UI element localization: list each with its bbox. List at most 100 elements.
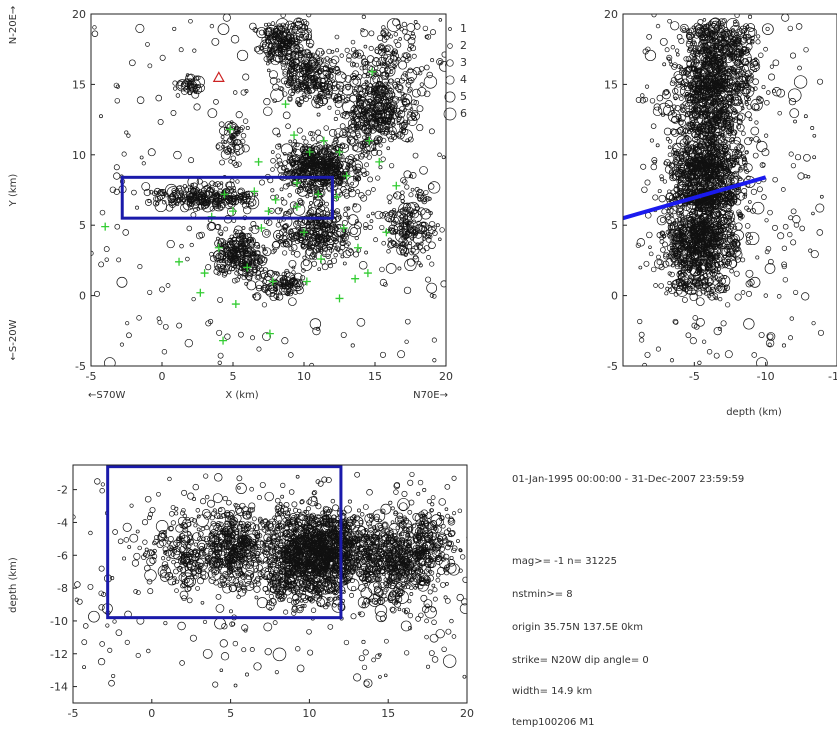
event-circle — [401, 206, 407, 212]
event-circle — [745, 88, 751, 94]
event-circle — [669, 128, 677, 136]
event-circle — [282, 71, 288, 77]
event-circle — [413, 99, 420, 106]
event-circle — [231, 185, 236, 191]
event-circle — [689, 94, 697, 101]
event-circle — [368, 45, 374, 52]
event-circle — [343, 192, 350, 199]
event-circle — [414, 224, 423, 233]
event-circle — [319, 77, 326, 84]
event-circle — [175, 93, 181, 98]
y-tick-label: 5 — [79, 219, 86, 232]
event-circle — [224, 333, 231, 340]
event-circle — [716, 45, 727, 56]
station-cross — [335, 147, 344, 156]
event-circle — [390, 107, 397, 114]
event-circle — [321, 250, 327, 256]
event-circle — [403, 108, 407, 112]
event-circle — [358, 192, 365, 199]
event-circle — [347, 125, 352, 130]
event-circle — [304, 247, 318, 260]
event-circle — [686, 121, 691, 127]
event-circle — [297, 215, 308, 226]
event-circle — [699, 89, 704, 94]
event-circle — [389, 227, 396, 234]
event-circle — [276, 157, 283, 164]
event-circle — [426, 224, 433, 231]
event-circle — [345, 182, 350, 187]
event-circle — [162, 191, 167, 197]
event-circle — [354, 163, 362, 171]
event-circle — [335, 133, 341, 138]
event-circle — [92, 25, 97, 30]
event-circle — [235, 179, 240, 184]
event-circle — [244, 89, 249, 94]
event-circle — [399, 77, 405, 84]
event-circle — [428, 211, 433, 216]
event-circle — [345, 247, 354, 257]
event-circle — [407, 37, 416, 45]
event-circle — [285, 50, 293, 57]
event-circle — [714, 161, 720, 168]
event-circle — [270, 188, 275, 193]
event-circle — [311, 96, 324, 109]
event-circle — [640, 163, 647, 170]
event-circle — [273, 286, 278, 292]
event-circle — [391, 48, 398, 55]
event-circle — [263, 22, 268, 27]
event-circle — [306, 28, 312, 34]
event-circle — [308, 131, 314, 137]
event-circle — [342, 131, 347, 136]
event-circle — [295, 64, 304, 73]
event-circle — [350, 227, 358, 235]
event-circle — [189, 242, 194, 248]
event-circle — [264, 230, 270, 236]
event-circle — [315, 129, 322, 136]
event-circle — [720, 125, 726, 131]
event-circle — [312, 326, 321, 336]
event-circle — [299, 169, 310, 180]
event-circle — [310, 251, 316, 258]
event-circle — [404, 339, 409, 344]
event-circle — [308, 43, 314, 49]
event-circle — [366, 55, 375, 63]
event-circle — [262, 249, 268, 255]
y-tick-label: 15 — [72, 78, 86, 91]
event-circle — [345, 131, 351, 137]
event-circle — [115, 84, 120, 89]
event-circle — [425, 34, 432, 40]
event-circle — [399, 126, 406, 134]
event-circle — [279, 187, 284, 192]
event-circle — [217, 229, 224, 236]
event-circle — [311, 145, 316, 150]
event-circle — [726, 75, 732, 81]
station-cross — [319, 136, 328, 145]
event-circle — [407, 215, 413, 221]
event-circle — [386, 130, 396, 140]
event-circle — [413, 244, 420, 250]
event-circle — [219, 126, 228, 136]
event-circle — [330, 92, 338, 100]
event-circle — [301, 135, 307, 141]
event-circle — [407, 115, 418, 126]
event-circle — [315, 47, 325, 57]
event-circle — [305, 39, 315, 48]
event-circle — [304, 168, 310, 173]
event-circle — [381, 137, 387, 144]
event-circle — [121, 151, 127, 157]
event-circle — [411, 88, 421, 98]
event-circle — [706, 71, 714, 79]
event-circle — [147, 289, 153, 295]
event-circle — [227, 194, 234, 201]
event-circle — [109, 186, 117, 193]
event-circle — [395, 83, 404, 93]
event-circle — [262, 229, 271, 238]
event-circle — [216, 329, 223, 336]
event-circle — [311, 161, 318, 168]
event-circle — [360, 149, 365, 154]
event-circle — [662, 90, 671, 100]
event-circle — [400, 177, 407, 184]
event-circle — [729, 140, 742, 153]
event-circle — [349, 75, 362, 88]
event-circle — [295, 89, 300, 94]
